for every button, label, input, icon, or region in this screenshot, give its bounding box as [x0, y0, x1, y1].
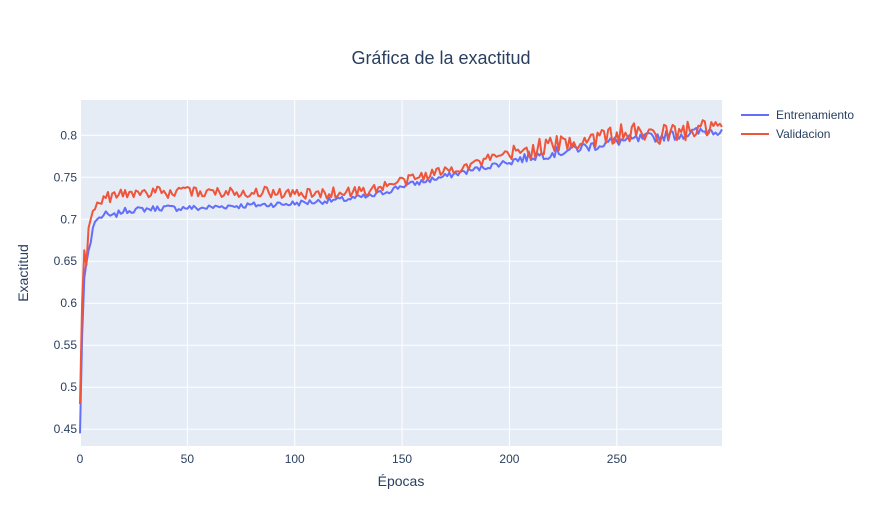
- tick-layer: 0.45 0.5 0.55 0.6 0.65 0.7 0.75 0.8 0 50 100 150 200…: [54, 128, 627, 466]
- legend-item-validacion[interactable]: Validacion: [741, 127, 830, 141]
- y-tick-label: 0.65: [54, 254, 78, 268]
- legend[interactable]: Entrenamiento Validacion: [741, 108, 854, 141]
- y-tick-label: 0.6: [60, 296, 77, 310]
- x-tick-label: 200: [499, 452, 519, 466]
- y-tick-label: 0.8: [60, 128, 77, 142]
- y-tick-label: 0.55: [54, 338, 78, 352]
- x-axis-title: Épocas: [378, 473, 425, 489]
- series-layer: [79, 119, 723, 434]
- x-tick-label: 250: [607, 452, 627, 466]
- legend-label: Entrenamiento: [776, 108, 854, 122]
- x-tick-label: 100: [285, 452, 305, 466]
- series-line-validacion[interactable]: [79, 119, 723, 405]
- plot-background: [80, 100, 722, 446]
- legend-label: Validacion: [776, 127, 830, 141]
- y-tick-label: 0.7: [60, 212, 77, 226]
- x-tick-label: 0: [77, 452, 84, 466]
- y-axis-title: Exactitud: [15, 244, 31, 302]
- y-tick-label: 0.75: [54, 170, 78, 184]
- y-tick-label: 0.45: [54, 422, 78, 436]
- legend-item-entrenamiento[interactable]: Entrenamiento: [741, 108, 854, 122]
- x-tick-label: 150: [392, 452, 412, 466]
- x-tick-label: 50: [181, 452, 195, 466]
- y-tick-label: 0.5: [60, 380, 77, 394]
- chart-title: Gráfica de la exactitud: [351, 48, 530, 68]
